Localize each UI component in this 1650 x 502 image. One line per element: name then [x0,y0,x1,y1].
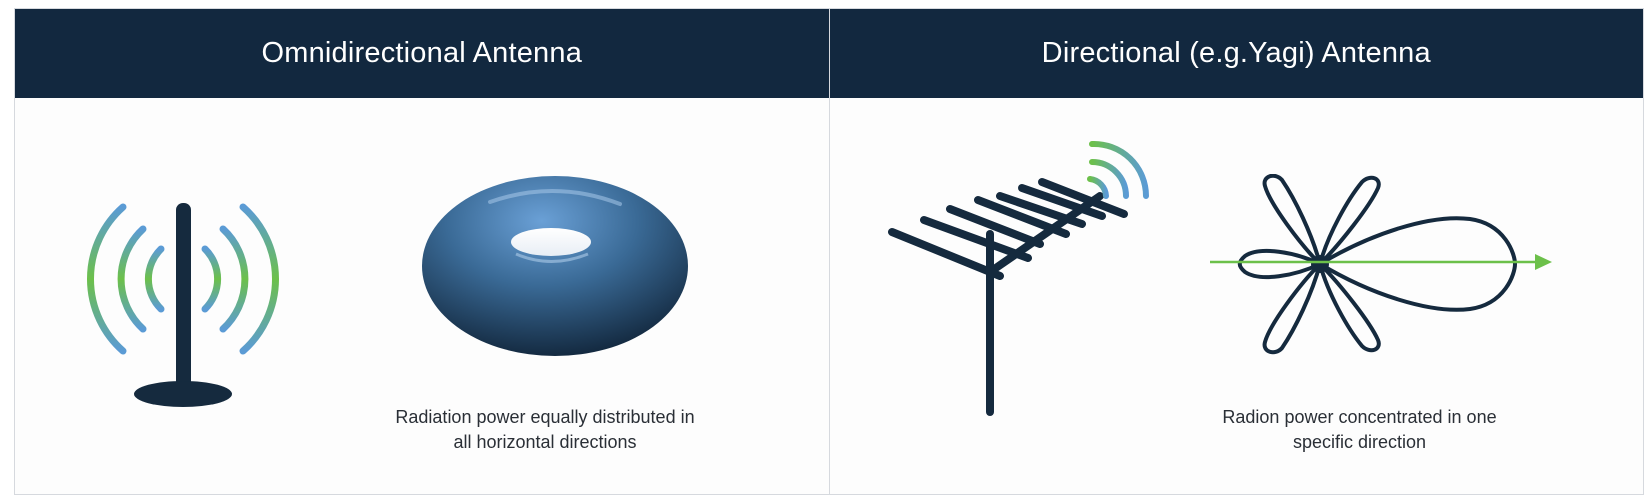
omnidirectional-caption: Radiation power equally distributed in a… [355,405,735,455]
directional-caption: Radion power concentrated in one specifi… [1180,405,1540,455]
omnidirectional-header: Omnidirectional Antenna [15,9,829,98]
omnidirectional-caption-line1: Radiation power equally distributed in [395,407,695,427]
omnidirectional-title: Omnidirectional Antenna [261,37,583,69]
directional-caption-line1: Radion power concentrated in one [1222,407,1497,427]
comparison-frame: Omnidirectional Antenna [14,8,1644,495]
directional-panel: Directional (e.g.Yagi) Antenna [829,9,1643,494]
yagi-antenna-icon [887,140,1149,416]
directional-title: Directional (e.g.Yagi) Antenna [1041,37,1431,69]
directional-caption-line2: specific direction [1292,432,1427,452]
omnidirectional-panel: Omnidirectional Antenna [15,9,830,494]
omnidirectional-antenna-icon [87,203,279,407]
toroidal-radiation-pattern-icon [422,176,688,356]
directional-radiation-pattern-icon [1209,174,1552,355]
omnidirectional-caption-line2: all horizontal directions [453,432,637,452]
directional-header: Directional (e.g.Yagi) Antenna [829,9,1643,98]
